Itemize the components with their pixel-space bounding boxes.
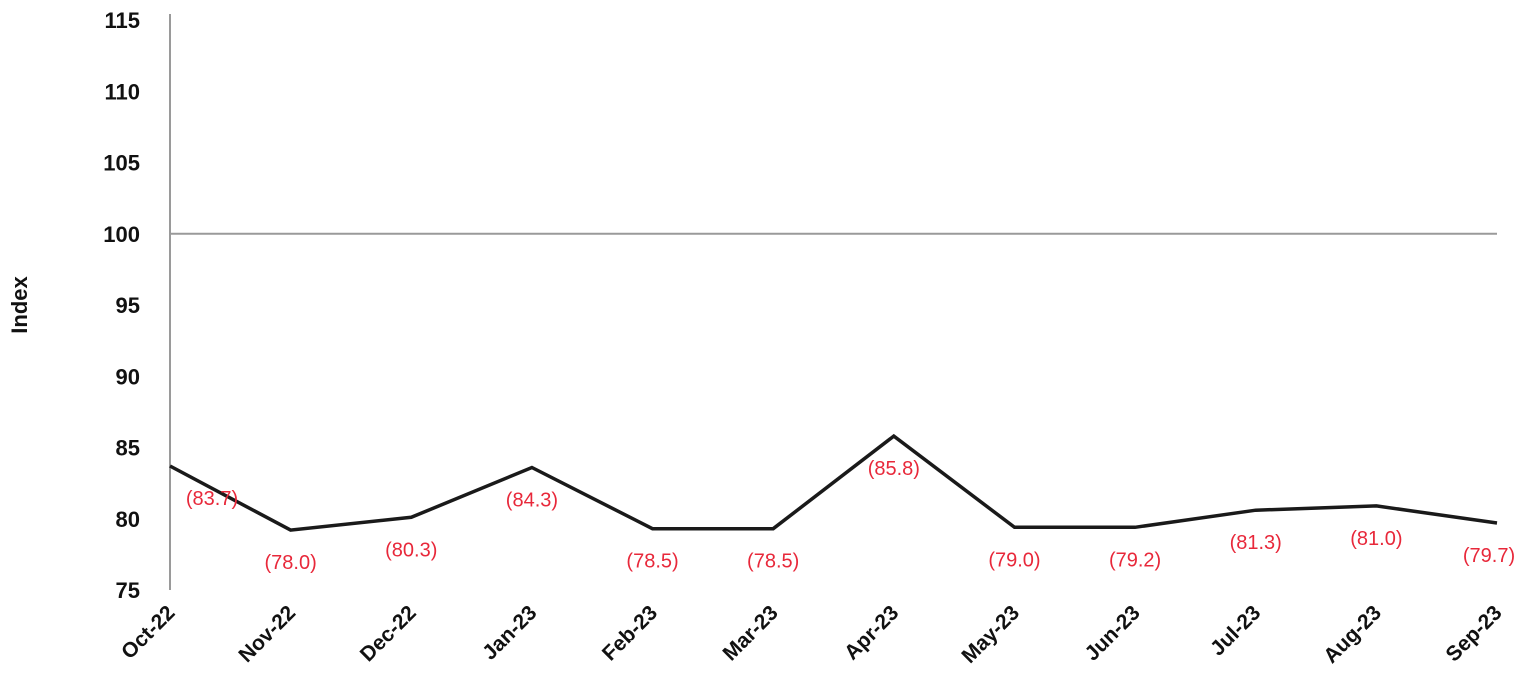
data-label: (83.7) — [186, 488, 238, 510]
x-tick-label: Jun-23 — [1081, 601, 1145, 665]
index-series-line — [169, 433, 1498, 532]
data-label: (80.3) — [385, 539, 437, 561]
x-tick-label: Jan-23 — [478, 601, 541, 664]
data-label: (79.2) — [1109, 549, 1161, 571]
x-tick-label: Feb-23 — [598, 601, 662, 665]
x-tick-label: Sep-23 — [1442, 601, 1507, 666]
y-tick-label: 90 — [116, 364, 140, 389]
data-label: (79.7) — [1463, 545, 1515, 567]
x-axis-ticks: Oct-22 Nov-22 Dec-22 Jan-23 Feb-23 Mar-23 Apr-… — [117, 601, 1506, 668]
x-tick-label: May-23 — [957, 601, 1024, 668]
data-label: (78.5) — [626, 551, 678, 573]
x-tick-label: Nov-22 — [234, 601, 300, 667]
x-tick-label: Mar-23 — [719, 601, 783, 665]
x-tick-label: Jul-23 — [1206, 601, 1265, 660]
y-tick-label: 115 — [105, 8, 141, 33]
y-tick-label: 80 — [116, 507, 140, 532]
y-tick-label: 105 — [103, 151, 140, 176]
data-label: (79.0) — [988, 549, 1040, 571]
x-tick-label: Aug-23 — [1319, 601, 1386, 668]
data-label: (78.5) — [747, 551, 799, 573]
y-tick-label: 85 — [116, 436, 140, 461]
data-label: (78.0) — [265, 552, 317, 574]
data-label: (81.3) — [1230, 532, 1282, 554]
y-tick-label: 95 — [116, 293, 140, 318]
y-tick-label: 75 — [116, 578, 140, 603]
x-tick-label: Apr-23 — [840, 601, 903, 664]
data-label: (81.0) — [1350, 528, 1402, 550]
y-axis-ticks: 75 80 85 90 95 100 105 110 115 — [103, 8, 140, 603]
y-axis-label: Index — [7, 276, 32, 334]
y-tick-label: 100 — [103, 222, 140, 247]
data-label: (84.3) — [506, 489, 558, 511]
y-tick-label: 110 — [105, 79, 141, 104]
data-labels: (83.7) (78.0) (80.3) (84.3) (78.5) (78.5) (85.… — [186, 458, 1515, 574]
x-tick-label: Dec-22 — [356, 601, 421, 666]
x-tick-label: Oct-22 — [117, 601, 179, 663]
data-label: (85.8) — [868, 458, 920, 480]
